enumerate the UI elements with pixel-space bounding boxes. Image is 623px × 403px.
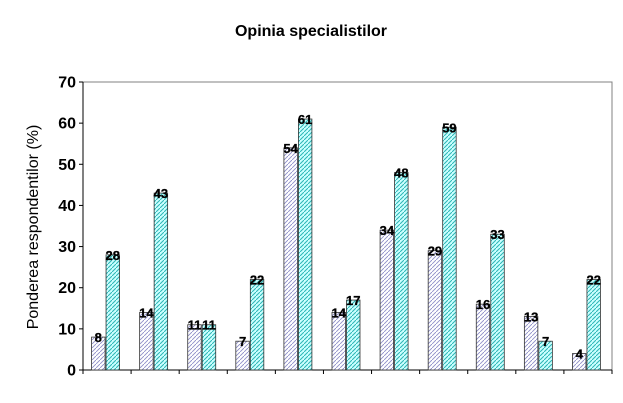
y-tick-label: 20 bbox=[58, 280, 76, 297]
bar-series-1 bbox=[379, 229, 394, 371]
data-label: 16 bbox=[476, 297, 490, 312]
bar-series-1 bbox=[283, 147, 298, 371]
data-label: 13 bbox=[524, 310, 538, 325]
data-label: 7 bbox=[542, 334, 549, 349]
bar-series-1 bbox=[139, 311, 154, 371]
data-label: 59 bbox=[442, 120, 456, 135]
bar-series-2 bbox=[249, 279, 265, 371]
data-label: 43 bbox=[154, 186, 168, 201]
y-tick-label: 50 bbox=[58, 157, 76, 174]
bar-series-2 bbox=[490, 233, 505, 371]
bar-series-1 bbox=[475, 303, 491, 371]
y-tick-label: 40 bbox=[58, 198, 76, 215]
data-label: 33 bbox=[490, 227, 504, 242]
bar-series-1 bbox=[235, 340, 250, 371]
data-label: 34 bbox=[380, 223, 395, 238]
data-label: 61 bbox=[298, 112, 312, 127]
data-label: 11 bbox=[202, 318, 216, 333]
data-label: 4 bbox=[576, 347, 584, 362]
data-label: 8 bbox=[95, 330, 102, 345]
y-tick-label: 70 bbox=[58, 75, 76, 92]
bar-series-1 bbox=[523, 316, 539, 371]
data-label: 28 bbox=[106, 248, 120, 263]
data-label: 7 bbox=[239, 334, 246, 349]
y-tick-label: 0 bbox=[67, 363, 76, 380]
bar-series-1 bbox=[427, 250, 443, 371]
data-label: 22 bbox=[250, 272, 264, 287]
data-label: 22 bbox=[586, 272, 600, 287]
bar-series-1 bbox=[187, 324, 202, 371]
bar-series-2 bbox=[346, 299, 361, 371]
data-label: 14 bbox=[139, 305, 154, 320]
data-label: 17 bbox=[346, 293, 360, 308]
bar-series-2 bbox=[201, 324, 217, 371]
y-ticks: 0 10 20 30 40 50 60 70 bbox=[58, 75, 83, 380]
bar-series-2 bbox=[105, 254, 120, 371]
bar-series-2 bbox=[153, 192, 169, 371]
data-label: 29 bbox=[428, 244, 442, 259]
bar-series-1 bbox=[572, 353, 587, 371]
y-tick-label: 10 bbox=[58, 321, 76, 338]
chart-title: Opinia specialistilor bbox=[235, 23, 387, 40]
bar-series-2 bbox=[298, 118, 313, 371]
data-label: 48 bbox=[394, 166, 408, 181]
y-axis-label: Ponderea respondentilor (%) bbox=[25, 125, 42, 330]
bar-series-2 bbox=[538, 340, 553, 371]
y-tick-label: 60 bbox=[58, 116, 76, 133]
bar-series-2 bbox=[394, 172, 409, 371]
bar-series-2 bbox=[442, 126, 457, 371]
bar-series-2 bbox=[586, 279, 601, 371]
bar-series-1 bbox=[91, 336, 106, 371]
bars bbox=[91, 118, 601, 371]
data-label: 11 bbox=[188, 318, 202, 333]
data-label: 14 bbox=[332, 305, 347, 320]
bar-series-1 bbox=[331, 311, 346, 371]
data-label: 54 bbox=[283, 141, 298, 156]
y-tick-label: 30 bbox=[58, 239, 76, 256]
